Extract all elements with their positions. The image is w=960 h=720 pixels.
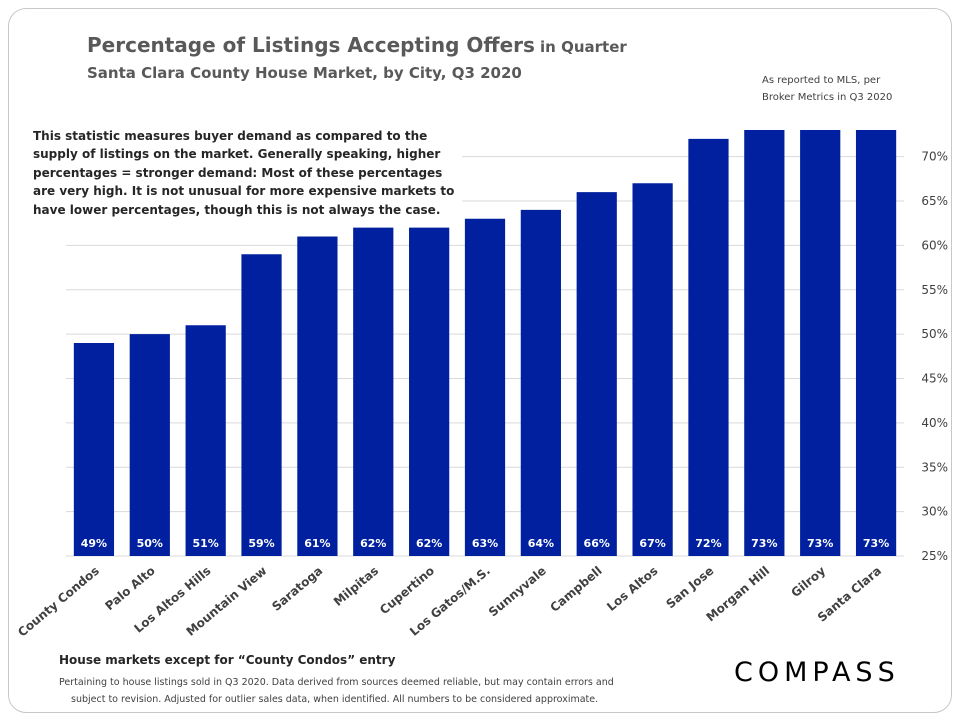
x-category-label: Milpitas [331, 564, 381, 609]
bar-data-label: 73% [807, 537, 833, 550]
bar-data-label: 72% [695, 537, 721, 550]
bar [129, 334, 170, 556]
bar-data-label: 66% [584, 537, 610, 550]
x-category-label: Sunnyvale [486, 564, 549, 620]
bar [185, 325, 226, 556]
y-tick-label: 40% [921, 416, 948, 430]
bar-data-label: 73% [863, 537, 889, 550]
y-tick-label: 25% [921, 549, 948, 563]
source-note: As reported to MLS, per Broker Metrics i… [762, 72, 922, 106]
y-tick-label: 45% [921, 372, 948, 386]
bar-data-label: 51% [192, 537, 218, 550]
x-category-label: Campbell [547, 564, 604, 615]
bar-data-label: 64% [528, 537, 554, 550]
bar [632, 183, 673, 556]
y-tick-label: 30% [921, 505, 948, 519]
y-tick-label: 60% [921, 238, 948, 252]
chart-subtitle: Santa Clara County House Market, by City… [87, 64, 522, 82]
x-category-label: San Jose [663, 564, 716, 612]
footnote-title: House markets except for “County Condos”… [59, 653, 396, 667]
y-axis: 25% 30% 35% 40% 45% 50% 55% 60% 65% 70% [921, 150, 948, 563]
bar-data-label: 73% [751, 537, 777, 550]
x-category-label: Cupertino [377, 564, 437, 618]
bar-data-label: 63% [472, 537, 498, 550]
compass-logo: COMPASS [734, 657, 900, 688]
bar [744, 130, 785, 556]
bar-data-label: 49% [81, 537, 107, 550]
source-note-line-1: As reported to MLS, per [762, 75, 881, 86]
bar-data-label: 62% [360, 537, 386, 550]
y-tick-label: 70% [921, 150, 948, 164]
bar [855, 130, 897, 556]
chart-title: Percentage of Listings Accepting Offers … [87, 33, 627, 57]
bar [688, 138, 729, 556]
x-category-label: County Condos [15, 564, 102, 640]
description-box: This statistic measures buyer demand as … [25, 124, 462, 226]
footnote-body: Pertaining to house listings sold in Q3 … [59, 674, 709, 708]
y-tick-label: 35% [921, 460, 948, 474]
bar-data-label: 67% [639, 537, 665, 550]
bar [800, 130, 841, 556]
bar [464, 218, 506, 556]
y-tick-label: 65% [921, 194, 948, 208]
bar [297, 236, 338, 556]
title-main: Percentage of Listings Accepting Offers [87, 33, 535, 57]
source-note-line-2: Broker Metrics in Q3 2020 [762, 92, 893, 103]
bar [576, 192, 617, 556]
x-category-label: Palo Alto [102, 564, 157, 614]
bar-data-label: 50% [137, 537, 163, 550]
y-tick-label: 55% [921, 283, 948, 297]
bar-data-label: 61% [304, 537, 330, 550]
footnote-line-1: Pertaining to house listings sold in Q3 … [59, 677, 614, 688]
x-category-label: Los Altos [604, 564, 660, 614]
bars: 49% 50% 51% 59% 61% 62% 62% 63% 64% 66% 67% 72% 73% 7… [73, 130, 897, 556]
bar [241, 254, 282, 556]
y-tick-label: 50% [921, 327, 948, 341]
bar [520, 209, 561, 556]
bar [353, 227, 394, 556]
bar [409, 227, 450, 556]
x-category-label: Saratoga [269, 564, 325, 614]
bar-data-label: 62% [416, 537, 442, 550]
bar-data-label: 59% [248, 537, 274, 550]
x-category-label: Gilroy [788, 563, 828, 600]
footnote-line-2: subject to revision. Adjusted for outlie… [71, 694, 599, 705]
title-suffix: in Quarter [540, 38, 627, 56]
bar [73, 343, 115, 556]
